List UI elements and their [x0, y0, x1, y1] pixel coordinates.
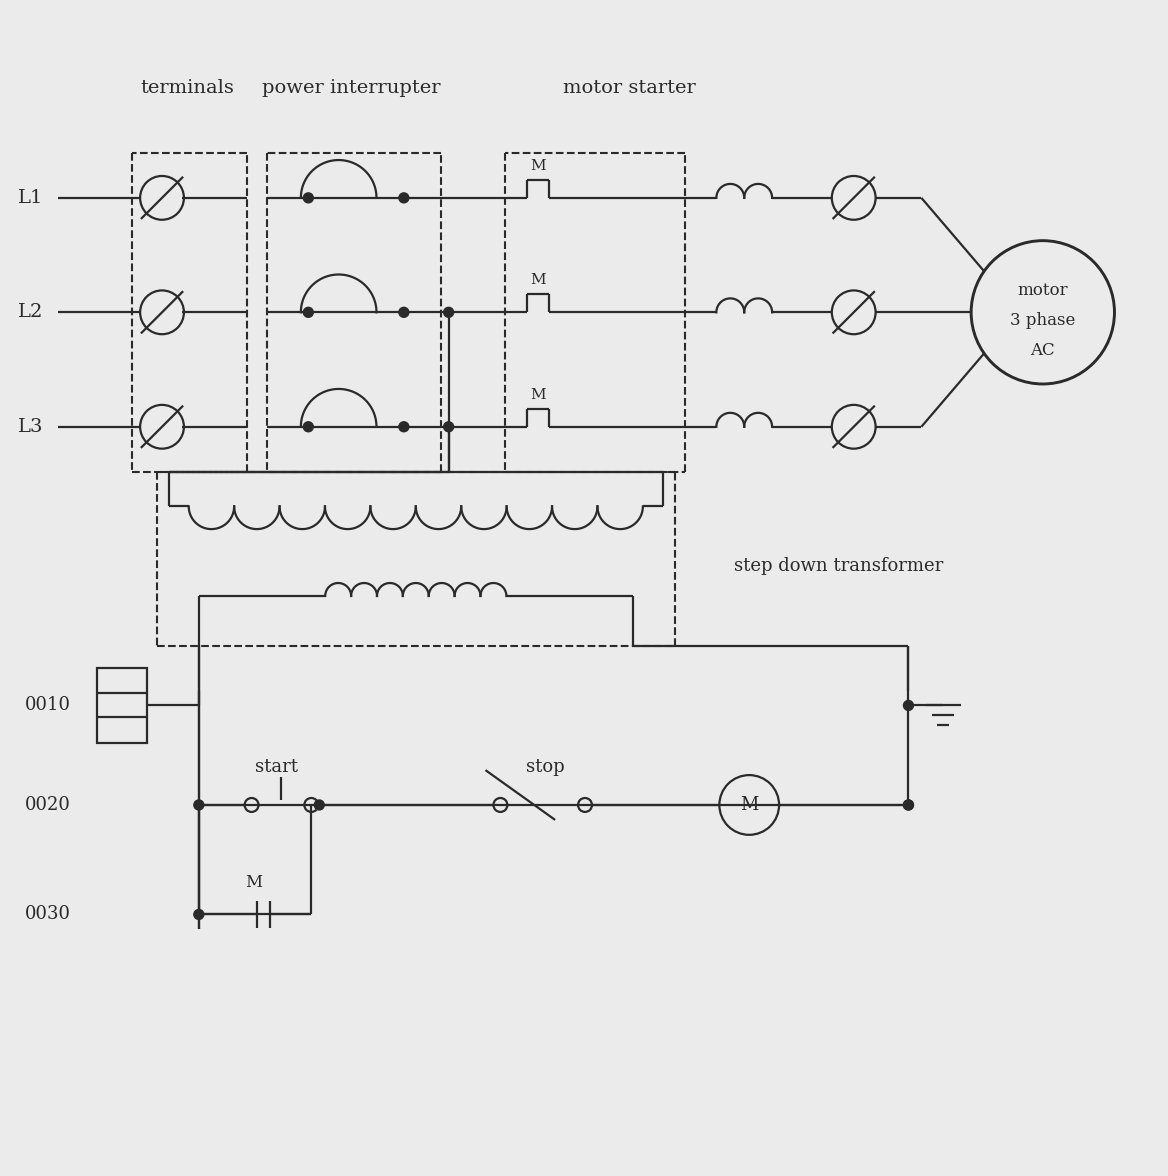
Text: L1: L1: [18, 189, 43, 207]
Circle shape: [304, 422, 313, 432]
Text: motor starter: motor starter: [563, 80, 696, 98]
Circle shape: [444, 422, 453, 432]
Circle shape: [194, 909, 204, 920]
Text: M: M: [530, 274, 545, 287]
Circle shape: [904, 800, 913, 810]
Bar: [97, 668, 147, 743]
Text: terminals: terminals: [140, 80, 234, 98]
Circle shape: [399, 422, 409, 432]
Text: motor: motor: [1017, 282, 1068, 299]
Text: step down transformer: step down transformer: [735, 557, 944, 575]
Text: 0020: 0020: [25, 796, 70, 814]
Circle shape: [444, 307, 453, 318]
Circle shape: [304, 193, 313, 202]
Circle shape: [904, 701, 913, 710]
Text: L3: L3: [18, 417, 43, 436]
Text: 3 phase: 3 phase: [1010, 312, 1076, 329]
Text: AC: AC: [1030, 342, 1055, 359]
Circle shape: [304, 307, 313, 318]
Text: stop: stop: [526, 759, 564, 776]
Text: L2: L2: [18, 303, 43, 321]
Circle shape: [314, 800, 325, 810]
Text: start: start: [255, 759, 298, 776]
Circle shape: [904, 800, 913, 810]
Text: 0010: 0010: [25, 696, 70, 715]
Text: M: M: [530, 388, 545, 402]
Text: M: M: [245, 874, 262, 891]
Text: power interrupter: power interrupter: [262, 80, 440, 98]
Circle shape: [399, 307, 409, 318]
Text: M: M: [741, 796, 758, 814]
Text: M: M: [530, 159, 545, 173]
Text: 0030: 0030: [25, 906, 70, 923]
Circle shape: [194, 800, 204, 810]
Circle shape: [399, 193, 409, 202]
